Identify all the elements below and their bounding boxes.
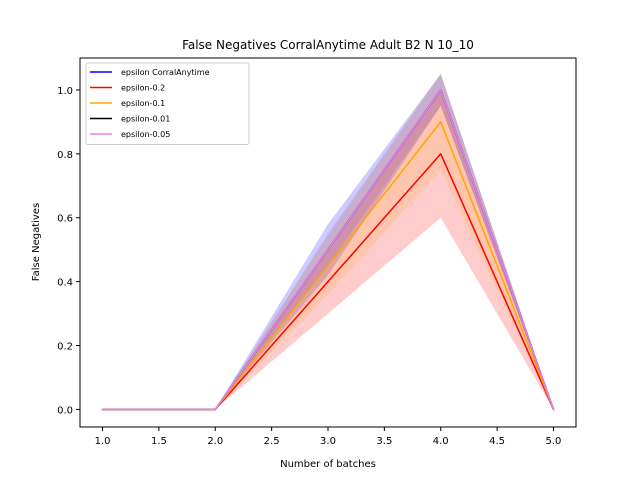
x-tick-label: 2.5: [264, 436, 280, 447]
confidence-bands: [102, 73, 554, 410]
point-epsilon-0-05-0: [101, 408, 104, 411]
y-tick-label: 0.2: [57, 342, 73, 353]
band-epsilon-0-2: [102, 89, 554, 410]
x-tick-label: 3.0: [320, 436, 336, 447]
x-tick-label: 1.0: [95, 436, 111, 447]
x-tick-label: 2.0: [207, 436, 223, 447]
legend: epsilon CorralAnytime epsilon-0.2 epsilon-…: [85, 62, 250, 145]
point-epsilon-0-1-3: [439, 121, 442, 123]
y-axis: 0.0 0.2 0.4 0.6 0.8 1.0: [57, 86, 80, 416]
point-epsilon-0-05-3: [439, 89, 442, 91]
y-tick-label: 0.6: [57, 214, 73, 225]
y-tick-label: 0.8: [57, 150, 73, 161]
legend-box: [85, 62, 250, 145]
band-epsilon-corralanytime: [102, 73, 554, 410]
y-tick-label: 0.0: [57, 405, 73, 416]
x-tick-label: 4.0: [433, 436, 449, 447]
point-epsilon-0-1-2: [327, 264, 329, 267]
series-lines: [101, 89, 555, 411]
point-epsilon-0-05-4: [552, 408, 555, 411]
x-axis: 1.0 1.5 2.0 2.5 3.0 3.5 4.0 4.5 5.0: [95, 427, 562, 447]
x-tick-label: 5.0: [546, 436, 562, 447]
y-axis-title: False Negatives: [31, 203, 42, 281]
band-epsilon-0-1: [102, 73, 554, 410]
legend-label: epsilon-0.2: [121, 84, 165, 93]
chart-title: False Negatives CorralAnytime Adult B2 N…: [182, 38, 474, 52]
band-epsilon-0-01: [102, 73, 554, 410]
point-epsilon-0-05-1: [214, 408, 217, 411]
y-tick-label: 1.0: [57, 86, 73, 97]
legend-label: epsilon-0.05: [121, 130, 170, 139]
band-epsilon-0-05: [102, 73, 554, 410]
x-tick-label: 4.5: [489, 436, 505, 447]
legend-label: epsilon-0.01: [121, 115, 170, 124]
x-tick-label: 3.5: [376, 436, 392, 447]
legend-label: epsilon-0.1: [121, 99, 165, 108]
legend-label: epsilon CorralAnytime: [121, 68, 210, 77]
point-epsilon-0-2-3: [439, 153, 442, 155]
point-epsilon-0-2-2: [327, 280, 329, 283]
x-tick-label: 1.5: [151, 436, 167, 447]
point-epsilon-0-05-2: [327, 248, 329, 251]
x-axis-title: Number of batches: [280, 459, 376, 470]
y-tick-label: 0.4: [57, 278, 73, 289]
